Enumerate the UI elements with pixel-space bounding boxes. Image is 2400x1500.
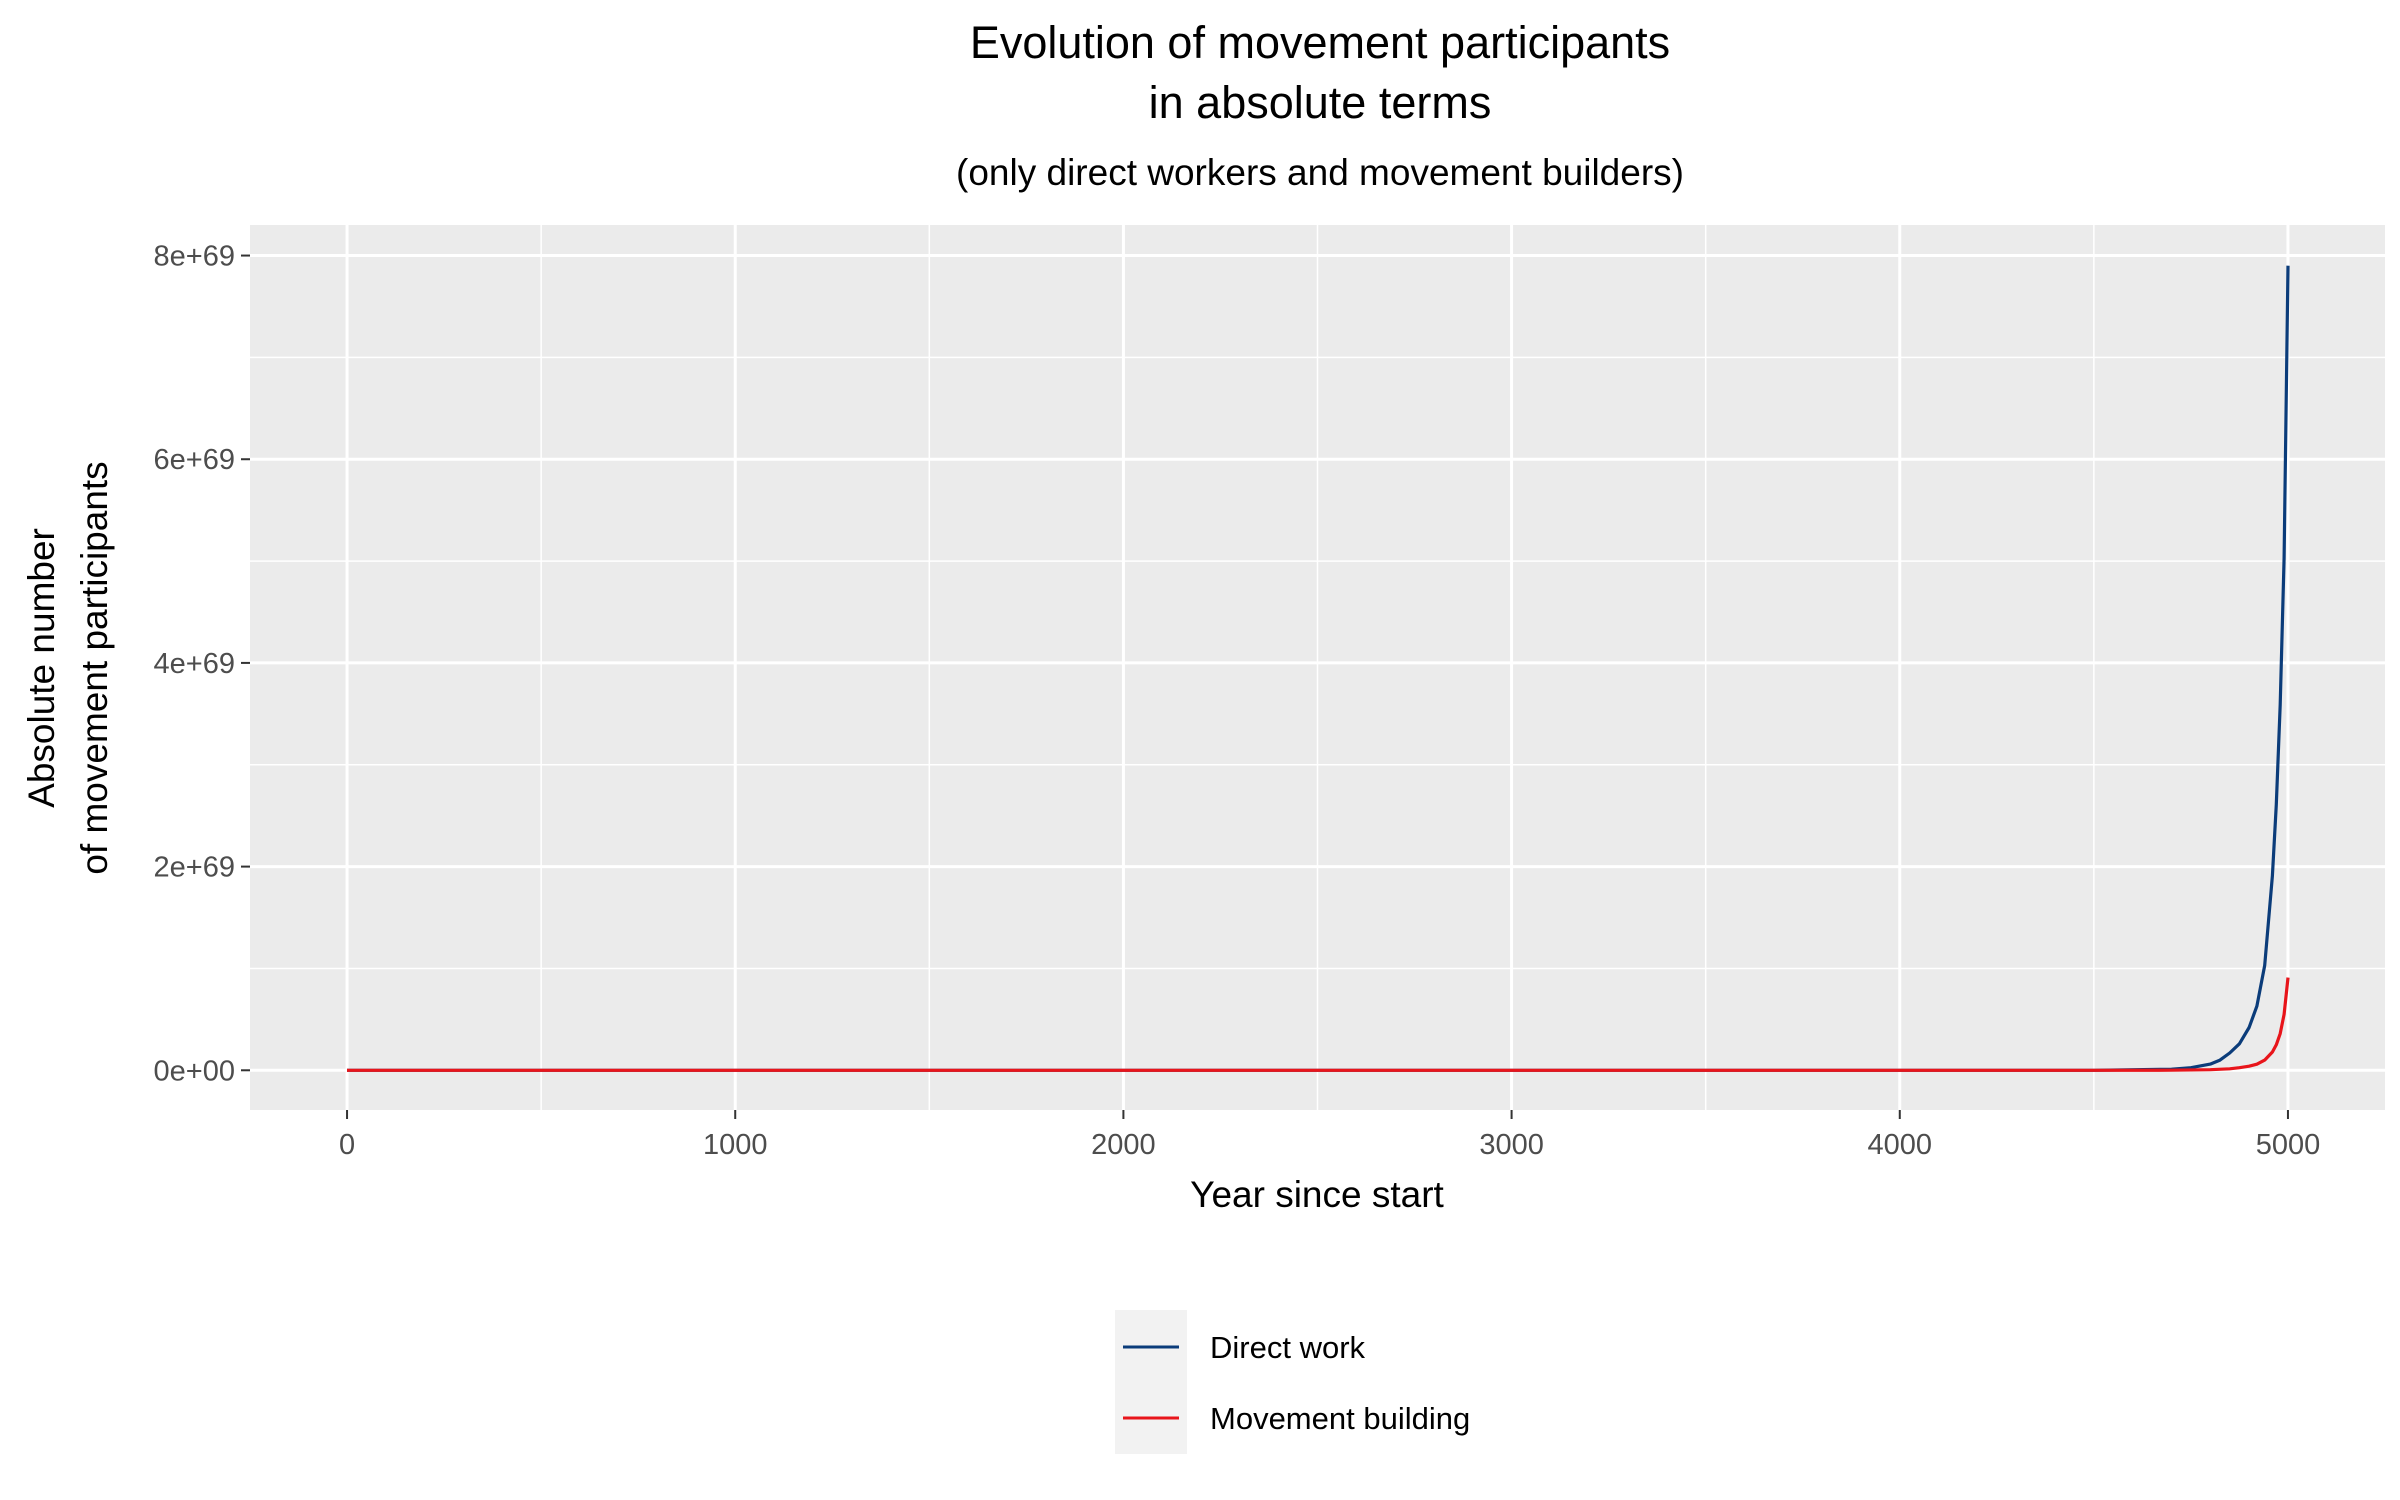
y-tick-label: 6e+69 <box>154 444 235 476</box>
y-tick-label: 0e+00 <box>154 1055 235 1087</box>
x-tick-label: 3000 <box>1479 1129 1544 1161</box>
x-tick-label: 1000 <box>703 1129 768 1161</box>
y-axis-title: Absolute number of movement participants <box>21 461 115 874</box>
x-tick-label: 0 <box>339 1129 355 1161</box>
series-line-movement-building <box>347 977 2290 1072</box>
x-tick-label: 2000 <box>1091 1129 1156 1161</box>
x-axis: 0 1000 2000 3000 4000 5000 <box>339 1110 2320 1161</box>
x-axis-title: Year since start <box>1190 1174 1444 1215</box>
y-tick-label: 8e+69 <box>154 241 235 273</box>
minor-grid <box>250 225 2385 1110</box>
chart-title-line-1: Evolution of movement participants <box>970 17 1670 68</box>
legend: Direct work Movement building <box>1115 1310 1470 1454</box>
y-axis-title-line-2: of movement participants <box>74 461 115 874</box>
chart-title-line-2: in absolute terms <box>1149 77 1492 128</box>
y-tick-label: 2e+69 <box>154 852 235 884</box>
legend-label-movement-building: Movement building <box>1210 1401 1470 1436</box>
series-layer <box>347 265 2290 1072</box>
legend-key-background <box>1115 1310 1187 1454</box>
x-tick-label: 5000 <box>2256 1129 2321 1161</box>
chart-subtitle: (only direct workers and movement builde… <box>956 152 1684 193</box>
legend-label-direct-work: Direct work <box>1210 1330 1366 1365</box>
y-tick-label: 4e+69 <box>154 648 235 680</box>
y-axis: 0e+00 2e+69 4e+69 6e+69 8e+69 <box>154 241 250 1087</box>
x-tick-label: 4000 <box>1868 1129 1933 1161</box>
y-axis-title-line-1: Absolute number <box>21 528 62 808</box>
